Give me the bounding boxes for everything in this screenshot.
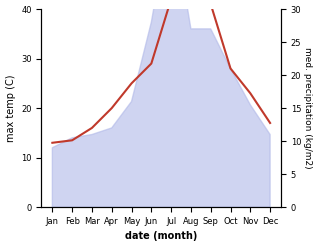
Y-axis label: med. precipitation (kg/m2): med. precipitation (kg/m2) (303, 47, 313, 169)
X-axis label: date (month): date (month) (125, 231, 197, 242)
Y-axis label: max temp (C): max temp (C) (5, 74, 16, 142)
